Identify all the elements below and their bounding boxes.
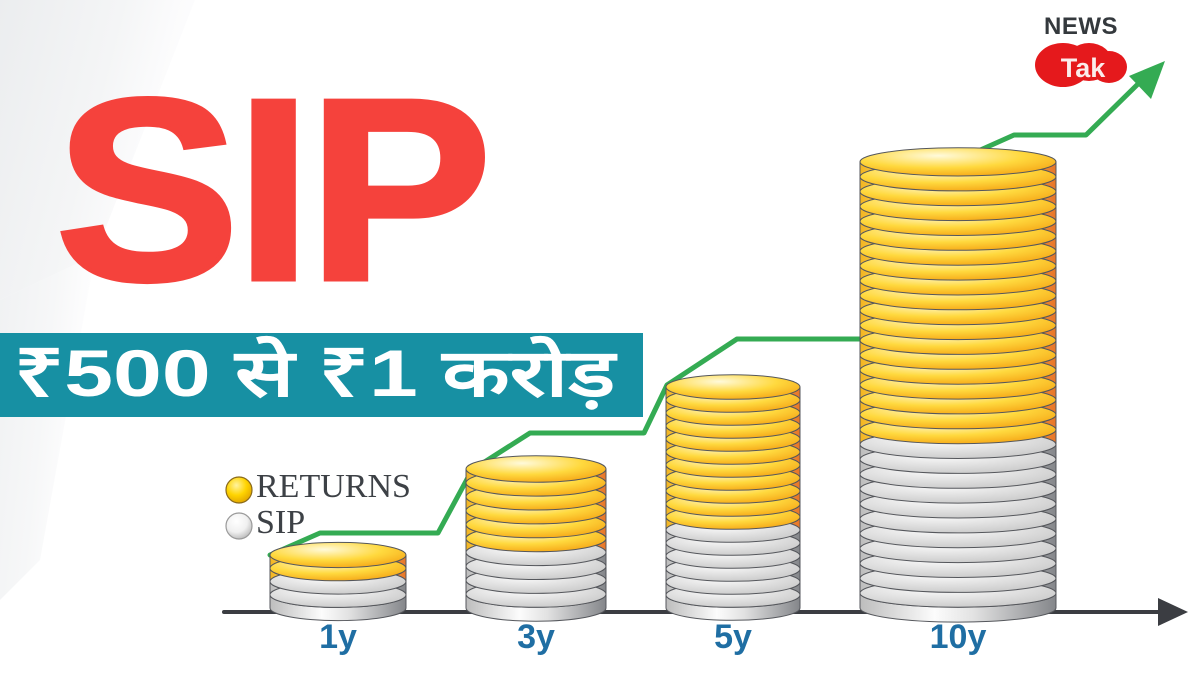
svg-text:10y: 10y [930,618,987,656]
svg-text:3y: 3y [517,618,555,656]
svg-text:5y: 5y [714,618,752,656]
svg-text:1y: 1y [319,618,357,656]
